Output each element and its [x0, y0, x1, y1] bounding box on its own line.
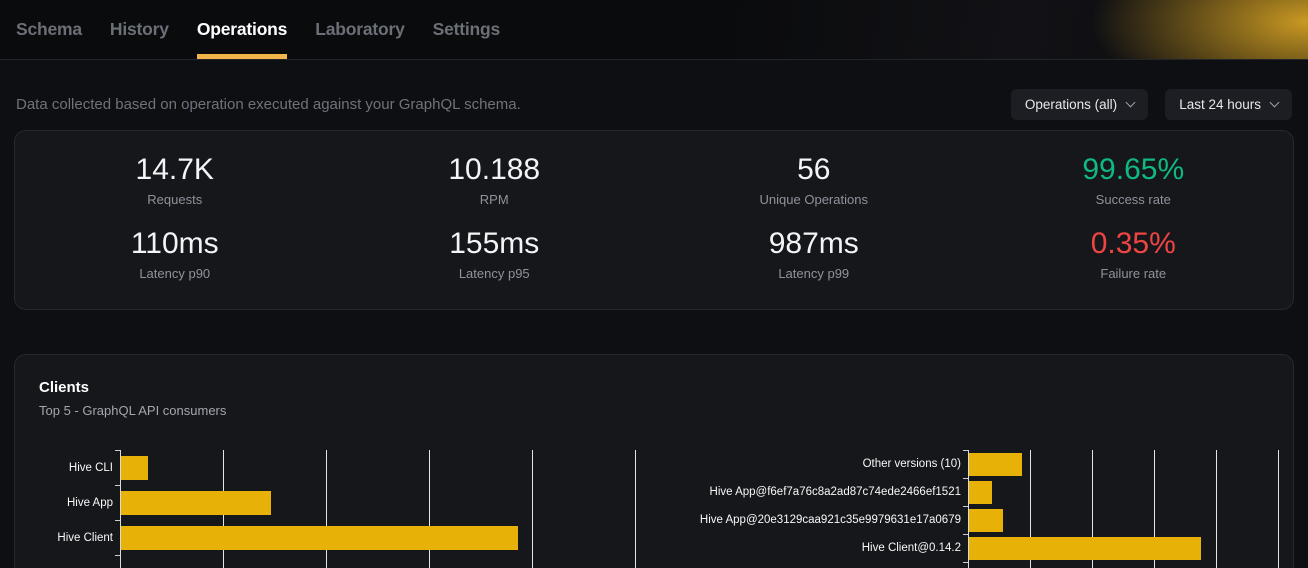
stat-value: 56 [797, 153, 831, 186]
plot-track [963, 562, 1293, 568]
plot-track [963, 506, 1293, 534]
chart-row: Hive App [15, 485, 654, 520]
stat-value: 99.65% [1082, 153, 1185, 186]
chart-row: Hive Client@0.14.2 [654, 534, 1293, 562]
bar-hive-cli [121, 455, 148, 480]
plot-track [115, 485, 654, 520]
plot-track [963, 450, 1293, 478]
category-label: Hive App@f6ef7a76c8a2ad87c74ede2466ef152… [709, 486, 961, 498]
chart-row [15, 555, 654, 568]
stat-label: Unique Operations [759, 192, 868, 207]
page-description: Data collected based on operation execut… [16, 96, 521, 113]
stat-latency-p99: 987ms Latency p99 [654, 225, 974, 285]
content: Data collected based on operation execut… [0, 89, 1308, 568]
chart-row: Hive Client [15, 520, 654, 555]
plot-track [963, 478, 1293, 506]
tab-history[interactable]: History [109, 19, 169, 39]
stat-label: Latency p90 [139, 266, 211, 281]
chart-row: Hive CLI [15, 450, 654, 485]
clients-bar-chart: Hive CLI Hive App Hive Client [15, 450, 654, 568]
category-label: Hive Client@0.14.2 [861, 542, 961, 554]
top-nav: Schema History Operations Laboratory Setting… [0, 0, 1308, 60]
stat-label: Latency p95 [458, 266, 530, 281]
plot-track [963, 534, 1293, 562]
chart-row [654, 562, 1293, 568]
tab-schema[interactable]: Schema [16, 19, 82, 39]
bar-hive-client-0-14-2 [969, 536, 1201, 560]
stat-label: Failure rate [1100, 266, 1167, 281]
stat-value: 110ms [130, 227, 219, 260]
tab-laboratory[interactable]: Laboratory [315, 19, 405, 39]
category-label [15, 555, 120, 568]
nav-tabs: Schema History Operations Laboratory Setting… [16, 0, 500, 59]
stat-latency-p95: 155ms Latency p95 [335, 225, 655, 285]
category-label: Hive App@20e3129caa921c35e9979631e17a067… [699, 514, 961, 526]
category-label: Hive App [66, 496, 113, 509]
stat-value: 987ms [768, 227, 859, 260]
stat-unique-operations: 56 Unique Operations [654, 151, 974, 211]
category-label: Hive CLI [68, 461, 113, 474]
stat-value: 10.188 [448, 153, 541, 186]
category-label: Hive Client [57, 531, 113, 544]
category-label [654, 562, 968, 568]
stat-value: 0.35% [1090, 227, 1176, 260]
stat-label: Success rate [1095, 192, 1171, 207]
tab-settings[interactable]: Settings [432, 19, 501, 39]
bar-other-versions-10 [969, 452, 1022, 476]
stat-success-rate: 99.65% Success rate [974, 151, 1294, 211]
stat-value: 155ms [449, 227, 540, 260]
bar-hive-app-f6ef7a76c8a2ad87c74ede2466ef1521 [969, 480, 992, 504]
stat-requests: 14.7K Requests [15, 151, 335, 211]
filter-label: Operations (all) [1024, 97, 1118, 112]
charts-row: Hive CLI Hive App Hive Client Other versio… [15, 450, 1293, 568]
client-versions-bar-chart: Other versions (10) Hive App@f6ef7a76c8a2… [654, 450, 1293, 568]
clients-title: Clients [39, 379, 90, 396]
plot-track [115, 520, 654, 555]
toolbar: Data collected based on operation execut… [14, 89, 1294, 120]
plot-track [115, 555, 654, 568]
operations-filter-dropdown[interactable]: Operations (all) [1010, 89, 1149, 120]
tab-operations[interactable]: Operations [196, 0, 288, 59]
stat-value: 14.7K [135, 153, 214, 186]
plot-track [115, 450, 654, 485]
bar-hive-client [121, 525, 518, 550]
chevron-down-icon [1269, 97, 1280, 108]
stat-rpm: 10.188 RPM [335, 151, 655, 211]
clients-subtitle: Top 5 - GraphQL API consumers [39, 403, 227, 418]
stats-grid: 14.7K Requests 10.188 RPM 56 Unique Operation… [15, 151, 1293, 285]
bar-hive-app [121, 490, 272, 515]
stat-latency-p90: 110ms Latency p90 [15, 225, 335, 285]
stat-failure-rate: 0.35% Failure rate [974, 225, 1294, 285]
chart-row: Other versions (10) [654, 450, 1293, 478]
filter-label: Last 24 hours [1179, 97, 1261, 112]
category-label: Other versions (10) [862, 458, 961, 470]
stats-card: 14.7K Requests 10.188 RPM 56 Unique Operation… [14, 130, 1294, 310]
time-range-dropdown[interactable]: Last 24 hours [1165, 89, 1292, 120]
chevron-down-icon [1125, 97, 1136, 108]
chart-row: Hive App@f6ef7a76c8a2ad87c74ede2466ef152… [654, 478, 1293, 506]
stat-label: RPM [479, 192, 509, 207]
chart-row: Hive App@20e3129caa921c35e9979631e17a067… [654, 506, 1293, 534]
stat-label: Requests [147, 192, 203, 207]
bar-hive-app-20e3129caa921c35e9979631e17a0679 [969, 508, 1003, 532]
stat-label: Latency p99 [778, 266, 850, 281]
clients-card: Clients Top 5 - GraphQL API consumers Hi… [14, 354, 1294, 568]
filters: Operations (all) Last 24 hours [1010, 89, 1292, 120]
